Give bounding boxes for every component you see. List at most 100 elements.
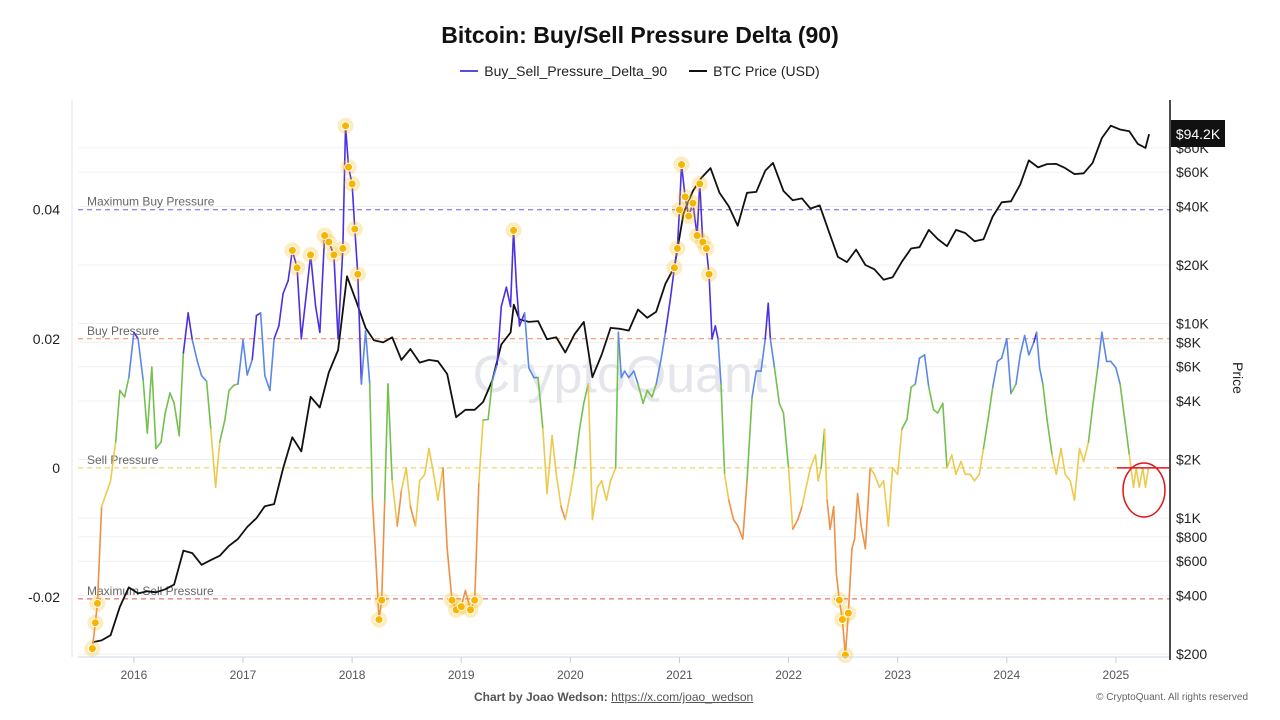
delta-segment [826,499,831,531]
right-tick-label: $20K [1176,257,1209,273]
delta-segment [927,386,935,411]
delta-segment [500,286,508,308]
delta-segment [698,183,704,243]
delta-segment [996,357,1003,363]
reference-line-label: Buy Pressure [87,324,159,338]
delta-segment [617,331,623,379]
right-tick-label: $200 [1176,646,1207,662]
extreme-marker [704,269,714,279]
delta-segment [1132,467,1138,489]
delta-segment [428,447,435,476]
extreme-marker [465,605,475,615]
delta-segment [773,367,781,405]
delta-segment [791,518,799,531]
legend-label-price: BTC Price (USD) [713,63,820,79]
extreme-marker [292,263,302,273]
delta-segment [123,376,130,398]
delta-segment [809,454,817,469]
delta-segment [150,366,157,450]
delta-segment [1073,447,1081,501]
delta-segment [896,428,903,476]
delta-segment [887,467,894,527]
delta-segment [869,467,876,476]
right-tick-label: $800 [1176,529,1207,545]
credit-link[interactable]: https://x.com/joao_wedson [611,690,754,704]
delta-segment [696,183,701,237]
delta-segment [264,374,271,392]
delta-segment [851,538,856,550]
extreme-marker [338,243,348,253]
delta-segment [955,460,962,476]
extreme-marker [695,179,705,189]
x-tick-label: 2019 [448,668,475,682]
delta-segment [1128,454,1135,489]
extreme-marker [341,121,351,131]
delta-segment [319,234,326,334]
delta-segment [591,486,599,521]
last-price-badge: $94.2K [1171,120,1225,147]
delta-segment [646,389,653,398]
delta-segment [767,302,772,340]
reference-line-label: Sell Pressure [87,453,159,467]
x-tick-label: 2025 [1103,668,1130,682]
delta-segment [627,370,635,379]
delta-segment [742,479,748,540]
delta-segment [96,505,103,605]
extreme-marker [377,595,387,605]
delta-segment [160,412,167,443]
delta-segment [246,358,254,376]
extreme-marker [509,225,519,235]
delta-segment [891,467,899,476]
delta-segment [1069,479,1076,501]
legend-item-delta[interactable]: Buy_Sell_Pressure_Delta_90 [460,63,667,79]
delta-segment [509,229,515,308]
delta-segment [282,279,289,295]
extreme-marker [324,237,334,247]
delta-segment [1023,334,1030,356]
delta-segment [564,492,572,521]
delta-segment [1082,441,1090,463]
extreme-marker [470,595,480,605]
extreme-marker [677,160,687,170]
delta-segment [823,428,828,501]
delta-segment [242,339,248,376]
extreme-marker [87,644,97,654]
delta-segment [1042,383,1048,421]
delta-segment [973,473,981,482]
delta-segment [527,367,535,379]
delta-segment [287,249,294,282]
delta-segment [778,402,785,414]
delta-segment [1115,367,1121,385]
delta-segment [1141,467,1147,489]
delta-segment [380,499,386,602]
delta-segment [437,467,444,501]
left-tick-label: 0 [52,460,60,476]
delta-segment [1019,334,1026,356]
legend-item-price[interactable]: BTC Price (USD) [689,63,820,79]
delta-segment [746,396,753,482]
extreme-marker [347,179,357,189]
delta-segment [664,299,672,334]
delta-segment [720,383,726,476]
delta-segment [269,338,275,392]
delta-segment [969,473,976,482]
delta-segment [764,302,770,340]
extreme-marker [306,250,316,260]
delta-segment [278,292,284,327]
delta-segment [950,454,957,476]
extreme-marker [344,162,354,172]
delta-segment [1010,383,1017,395]
delta-segment [496,305,503,366]
extreme-marker [90,618,100,628]
delta-segment [600,479,608,501]
delta-segment [801,486,807,508]
right-tick-label: $400 [1176,587,1207,603]
delta-segment [537,376,544,430]
delta-segment [587,383,594,521]
delta-segment [1124,421,1131,456]
delta-segment [918,354,926,359]
delta-segment [614,331,620,469]
delta-segment [582,383,590,405]
delta-segment [1035,331,1041,369]
